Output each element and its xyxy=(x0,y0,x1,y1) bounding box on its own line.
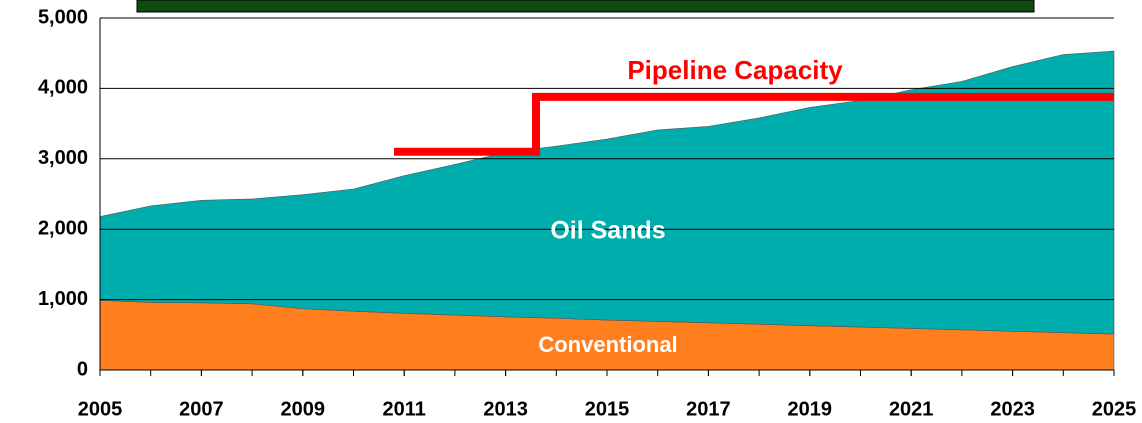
y-tick-label: 5,000 xyxy=(38,6,88,28)
x-tick-label: 2025 xyxy=(1092,398,1137,420)
y-tick-label: 3,000 xyxy=(38,147,88,169)
y-tick-label: 0 xyxy=(77,358,88,380)
y-tick-label: 2,000 xyxy=(38,217,88,239)
title-box xyxy=(136,0,1035,13)
x-tick-label: 2017 xyxy=(686,398,731,420)
x-tick-label: 2015 xyxy=(585,398,630,420)
series-label: Conventional xyxy=(538,332,677,357)
y-tick-label: 4,000 xyxy=(38,77,88,99)
series-label: Pipeline Capacity xyxy=(627,55,843,85)
capacity-line xyxy=(394,92,1114,156)
x-tick-label: 2007 xyxy=(179,398,224,420)
x-tick-label: 2011 xyxy=(383,398,426,420)
y-tick-label: 1,000 xyxy=(38,288,88,310)
x-tick-label: 2009 xyxy=(281,398,326,420)
x-tick-label: 2005 xyxy=(78,398,123,420)
x-tick-label: 2021 xyxy=(889,398,934,420)
series-label: Oil Sands xyxy=(550,217,665,245)
x-tick-label: 2023 xyxy=(990,398,1035,420)
x-tick-label: 2019 xyxy=(788,398,833,420)
x-tick-label: 2013 xyxy=(483,398,528,420)
area xyxy=(99,50,1115,335)
